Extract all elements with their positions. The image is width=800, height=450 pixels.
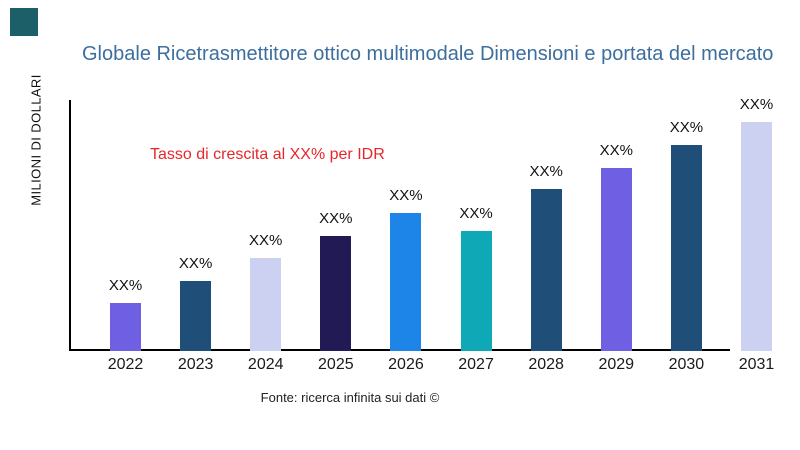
x-tick-label-2024: 2024: [247, 356, 284, 373]
source-caption: Fonte: ricerca infinita sui dati ©: [260, 390, 440, 405]
bar-value-label-2031: XX%: [739, 96, 774, 113]
bar-value-label-2027: XX%: [459, 205, 493, 222]
bar-2031: [740, 122, 772, 351]
bar-value-label-2029: XX%: [599, 142, 633, 159]
bar-value-label-2023: XX%: [178, 255, 213, 272]
x-tick-label-2025: 2025: [318, 356, 354, 373]
brand-square-icon: [10, 8, 38, 36]
x-tick-label-2029: 2029: [598, 356, 635, 373]
x-tick-label-2026: 2026: [388, 356, 424, 373]
y-axis-line: [69, 100, 71, 351]
x-tick-label-2023: 2023: [177, 356, 214, 373]
bar-2030: [670, 145, 702, 351]
bar-value-label-2025: XX%: [319, 210, 353, 227]
bar-2029: [600, 168, 632, 351]
x-tick-label-2030: 2030: [668, 356, 705, 373]
bar-value-label-2024: XX%: [249, 232, 283, 249]
x-tick-label-2028: 2028: [528, 356, 564, 373]
bar-2027: [460, 231, 492, 351]
chart-title: Globale Ricetrasmettitore ottico multimo…: [82, 43, 774, 65]
bar-2028: [530, 189, 562, 351]
bar-2022: [110, 303, 141, 351]
bar-value-label-2030: XX%: [669, 119, 704, 136]
y-axis-label: MILIONI DI DOLLARI: [28, 74, 44, 206]
x-tick-label-2022: 2022: [107, 356, 144, 373]
bar-2023: [180, 281, 212, 351]
bar-2024: [250, 258, 282, 351]
bar-value-label-2028: XX%: [529, 163, 563, 180]
x-tick-label-2027: 2027: [458, 356, 494, 373]
bar-value-label-2026: XX%: [389, 187, 423, 204]
bar-value-label-2022: XX%: [108, 277, 143, 294]
growth-rate-annotation: Tasso di crescita al XX% per IDR: [150, 146, 385, 163]
bar-2025: [320, 236, 352, 351]
x-tick-label-2031: 2031: [738, 356, 775, 373]
bar-2026: [390, 213, 422, 351]
